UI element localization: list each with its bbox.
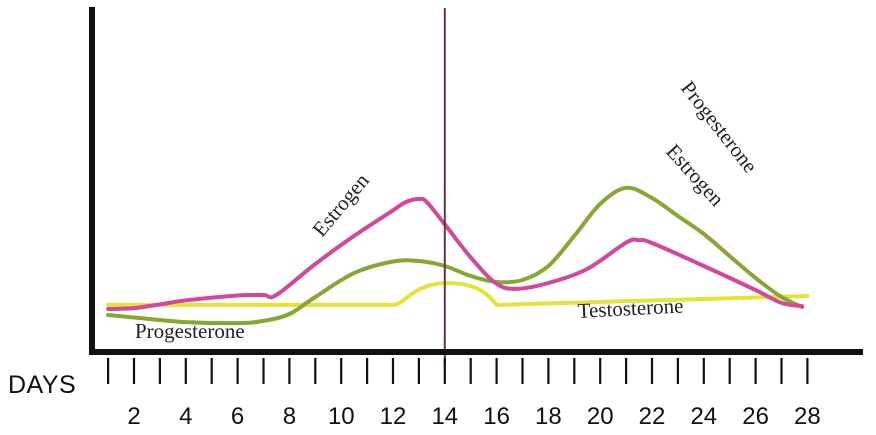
x-tick-label: 20	[587, 403, 614, 430]
plot-area	[106, 185, 810, 326]
estrogen-label: Estrogen	[661, 139, 729, 211]
x-tick-label: 24	[690, 403, 717, 430]
x-tick-label: 22	[639, 403, 666, 430]
progesterone-line	[106, 185, 805, 326]
testosterone-label: Testosterone	[577, 293, 684, 323]
plot-axes	[89, 7, 863, 355]
x-tick-label: 16	[483, 403, 510, 430]
x-tick-label: 12	[380, 403, 407, 430]
progesterone-label: Progesterone	[135, 319, 245, 343]
x-tick-label: 14	[431, 403, 458, 430]
x-tick-label: 28	[794, 403, 821, 430]
x-tick-label: 2	[127, 403, 140, 430]
x-tick-label: 6	[231, 403, 244, 430]
x-tick-label: 4	[179, 403, 192, 430]
x-axis-label: DAYS	[8, 371, 76, 399]
estrogen-line	[106, 196, 805, 311]
x-tick-label: 10	[328, 403, 355, 430]
x-tick-label: 26	[742, 403, 769, 430]
testosterone-line	[106, 280, 810, 307]
x-tick-label: 18	[535, 403, 562, 430]
x-tick-label: 8	[283, 403, 296, 430]
x-axis-ticks: 2 4 6 8 10 12 14 16 18 20 22 24 26 28	[106, 358, 821, 430]
